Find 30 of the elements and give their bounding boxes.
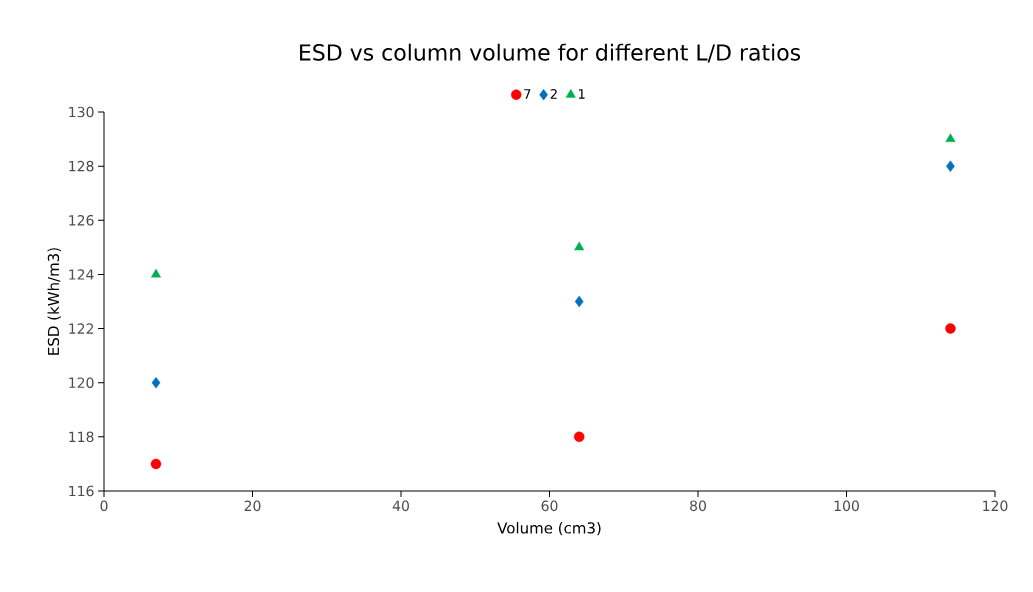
point: [151, 268, 161, 278]
x-tick-label: 20: [244, 500, 261, 512]
point: [150, 458, 162, 470]
x-axis-title: Volume (cm3): [497, 522, 601, 536]
x-tick-label: 120: [983, 500, 1008, 512]
y-tick-label: 128: [69, 160, 94, 172]
legend-label: 1: [578, 89, 585, 99]
point: [151, 377, 161, 389]
chart-title: ESD vs column volume for different L/D ratios: [300, 43, 801, 63]
y-tick-label: 124: [69, 269, 94, 280]
y-tick-label: 130: [69, 106, 94, 118]
point: [946, 160, 955, 172]
point: [945, 133, 956, 143]
y-axis-title: ESD (kWh/m3): [47, 248, 61, 355]
x-tick-label: 80: [690, 500, 706, 512]
point: [574, 295, 584, 308]
legend-label: 7: [524, 89, 531, 99]
y-tick-label: 120: [69, 377, 94, 389]
point: [574, 431, 585, 443]
x-tick-label: 60: [541, 500, 558, 512]
y-tick-label: 116: [69, 485, 94, 497]
y-tick-label: 118: [69, 431, 94, 443]
legend-label: 2: [550, 89, 557, 99]
point: [574, 241, 585, 251]
x-tick-label: 40: [392, 500, 409, 512]
x-tick-label: 100: [834, 500, 859, 512]
y-tick-label: 126: [69, 214, 94, 226]
y-tick-label: 122: [69, 323, 94, 334]
point: [945, 323, 956, 334]
x-tick-label: 0: [100, 500, 108, 512]
